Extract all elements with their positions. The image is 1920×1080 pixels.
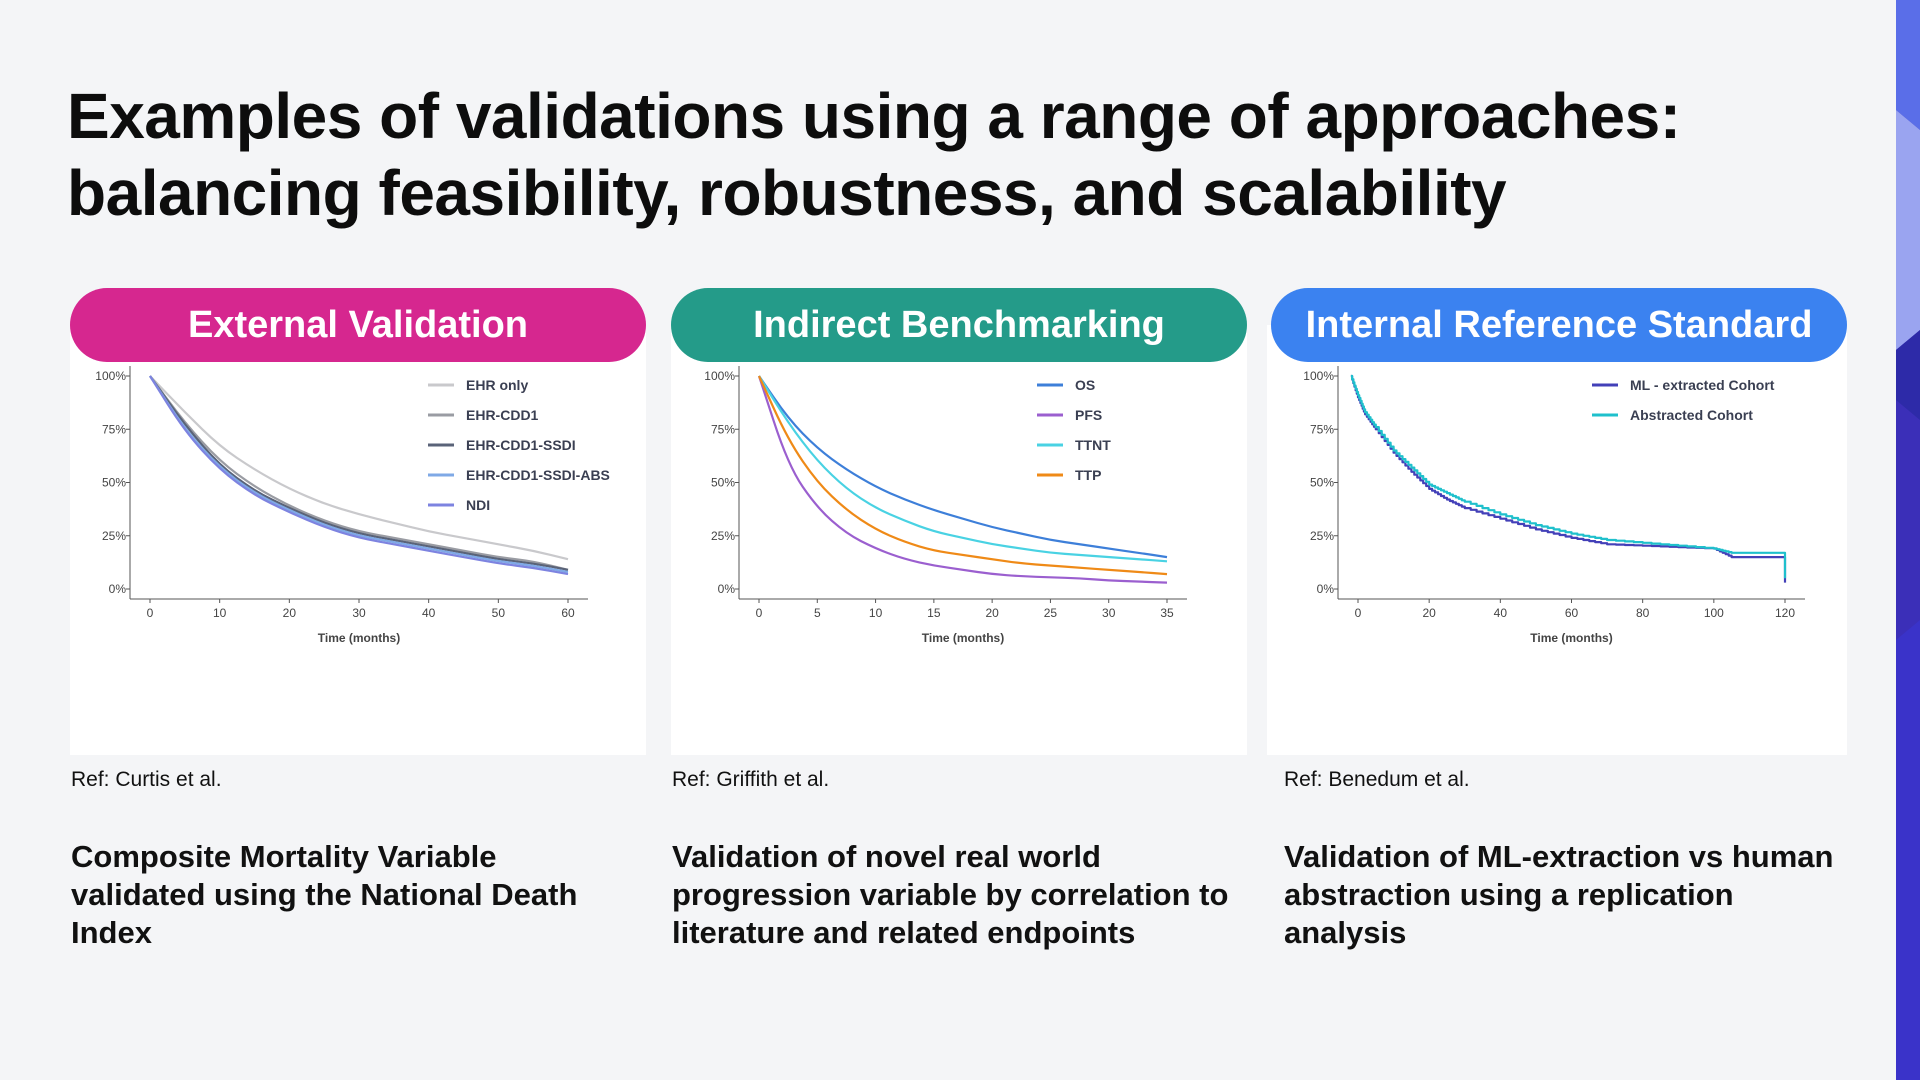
x-tick-label: 60	[561, 606, 575, 620]
legend-label: EHR-CDD1-SSDI-ABS	[466, 467, 610, 483]
chart-indirect-benchmarking: 0% 25% 50% 75% 100% 0 5 10 15 20 25 30 35 Time (month…	[704, 366, 1187, 645]
x-tick-label: 60	[1565, 606, 1579, 620]
series-line-ehr-cdd1-ssdi-abs	[149, 375, 569, 574]
series-line-ndi	[149, 375, 569, 576]
panel-indirect-benchmarking: Indirect Benchmarking 0% 25% 50% 75% 100% 0 5 1…	[671, 288, 1247, 950]
y-tick-label: 75%	[711, 422, 735, 436]
x-axis-title: Time (months)	[1530, 631, 1612, 645]
y-tick-label: 75%	[102, 422, 126, 436]
y-tick-label: 100%	[95, 369, 126, 383]
x-tick-label: 0	[147, 606, 154, 620]
series-line-ehr-cdd1	[149, 375, 569, 571]
y-tick-label: 0%	[718, 582, 736, 596]
page-title: Examples of validations using a range of…	[67, 78, 1847, 232]
reference-text: Ref: Curtis et al.	[71, 768, 222, 791]
external-validation-heading: External Validation	[70, 288, 646, 362]
x-tick-label: 25	[1044, 606, 1058, 620]
x-tick-label: 5	[814, 606, 821, 620]
x-tick-label: 100	[1704, 606, 1724, 620]
legend-label: TTP	[1075, 467, 1101, 483]
x-tick-label: 0	[756, 606, 763, 620]
chart-external-validation: 0% 25% 50% 75% 100% 0 10 20 30 40 50 60 Time (months…	[95, 366, 610, 645]
x-tick-label: 120	[1775, 606, 1795, 620]
panel-description: Composite Mortality Variable validated u…	[71, 839, 578, 950]
y-tick-label: 0%	[1317, 582, 1335, 596]
panel-external-validation: External Validation 0% 25% 50% 75% 100% 0 10 20…	[70, 288, 646, 950]
x-tick-label: 20	[1422, 606, 1436, 620]
series-line-ttp	[757, 375, 1168, 576]
legend-label: Abstracted Cohort	[1630, 407, 1753, 423]
x-tick-label: 50	[492, 606, 506, 620]
legend-label: NDI	[466, 497, 490, 513]
y-tick-label: 100%	[1303, 369, 1334, 383]
chart-card-indirect: 0% 25% 50% 75% 100% 0 5 10 15 20 25 30 35 Time (month…	[671, 325, 1247, 755]
y-tick-label: 25%	[102, 529, 126, 543]
series-line-ehr-cdd1-ssdi	[149, 375, 569, 571]
panel-internal-reference-standard: Internal Reference Standard 0% 25% 50% 75% 1…	[1267, 288, 1847, 950]
x-tick-label: 20	[283, 606, 297, 620]
chart-internal-reference-standard: 0% 25% 50% 75% 100% 0 20 40 60 80 100 120 Time (mont…	[1303, 366, 1805, 645]
title-line-2: balancing feasibility, robustness, and s…	[67, 157, 1507, 229]
y-tick-label: 25%	[711, 529, 735, 543]
x-tick-label: 0	[1355, 606, 1362, 620]
title-line-1: Examples of validations using a range of…	[67, 80, 1681, 152]
y-tick-label: 50%	[1310, 476, 1334, 490]
y-tick-label: 25%	[1310, 529, 1334, 543]
x-tick-label: 10	[869, 606, 883, 620]
legend-label: EHR-CDD1-SSDI	[466, 437, 576, 453]
series-line-pfs	[757, 375, 1168, 584]
x-tick-label: 10	[213, 606, 227, 620]
reference-text: Ref: Griffith et al.	[672, 768, 830, 791]
series-line-abstracted-cohort	[1350, 374, 1787, 579]
y-tick-label: 100%	[704, 369, 735, 383]
legend-label: PFS	[1075, 407, 1102, 423]
series-line-ml-extracted-cohort	[1350, 374, 1787, 583]
legend-label: OS	[1075, 377, 1095, 393]
series-line-ehr-only	[149, 375, 569, 561]
x-tick-label: 40	[422, 606, 436, 620]
x-tick-label: 40	[1494, 606, 1508, 620]
x-tick-label: 20	[985, 606, 999, 620]
indirect-benchmarking-heading: Indirect Benchmarking	[671, 288, 1247, 362]
y-tick-label: 50%	[102, 476, 126, 490]
legend-label: EHR-CDD1	[466, 407, 539, 423]
x-tick-label: 30	[1102, 606, 1116, 620]
reference-text: Ref: Benedum et al.	[1284, 768, 1470, 791]
panel-description: Validation of ML-extraction vs human abs…	[1284, 839, 1834, 950]
x-tick-label: 30	[352, 606, 366, 620]
x-axis-title: Time (months)	[922, 631, 1004, 645]
chart-card-external: 0% 25% 50% 75% 100% 0 10 20 30 40 50 60 Time (months…	[70, 325, 646, 755]
x-axis-title: Time (months)	[318, 631, 400, 645]
decorative-side-bar	[1896, 0, 1920, 1080]
y-tick-label: 0%	[109, 582, 127, 596]
y-tick-label: 75%	[1310, 422, 1334, 436]
x-tick-label: 35	[1160, 606, 1174, 620]
y-tick-label: 50%	[711, 476, 735, 490]
chart-card-internal: 0% 25% 50% 75% 100% 0 20 40 60 80 100 120 Time (mont…	[1267, 325, 1847, 755]
legend-label: TTNT	[1075, 437, 1111, 453]
series-line-os	[758, 375, 1168, 559]
series-line-ttnt	[758, 375, 1168, 563]
legend-label: EHR only	[466, 377, 528, 393]
x-tick-label: 80	[1636, 606, 1650, 620]
internal-reference-standard-heading: Internal Reference Standard	[1271, 288, 1847, 362]
legend-label: ML - extracted Cohort	[1630, 377, 1775, 393]
x-tick-label: 15	[927, 606, 941, 620]
panel-description: Validation of novel real world progressi…	[672, 839, 1229, 950]
